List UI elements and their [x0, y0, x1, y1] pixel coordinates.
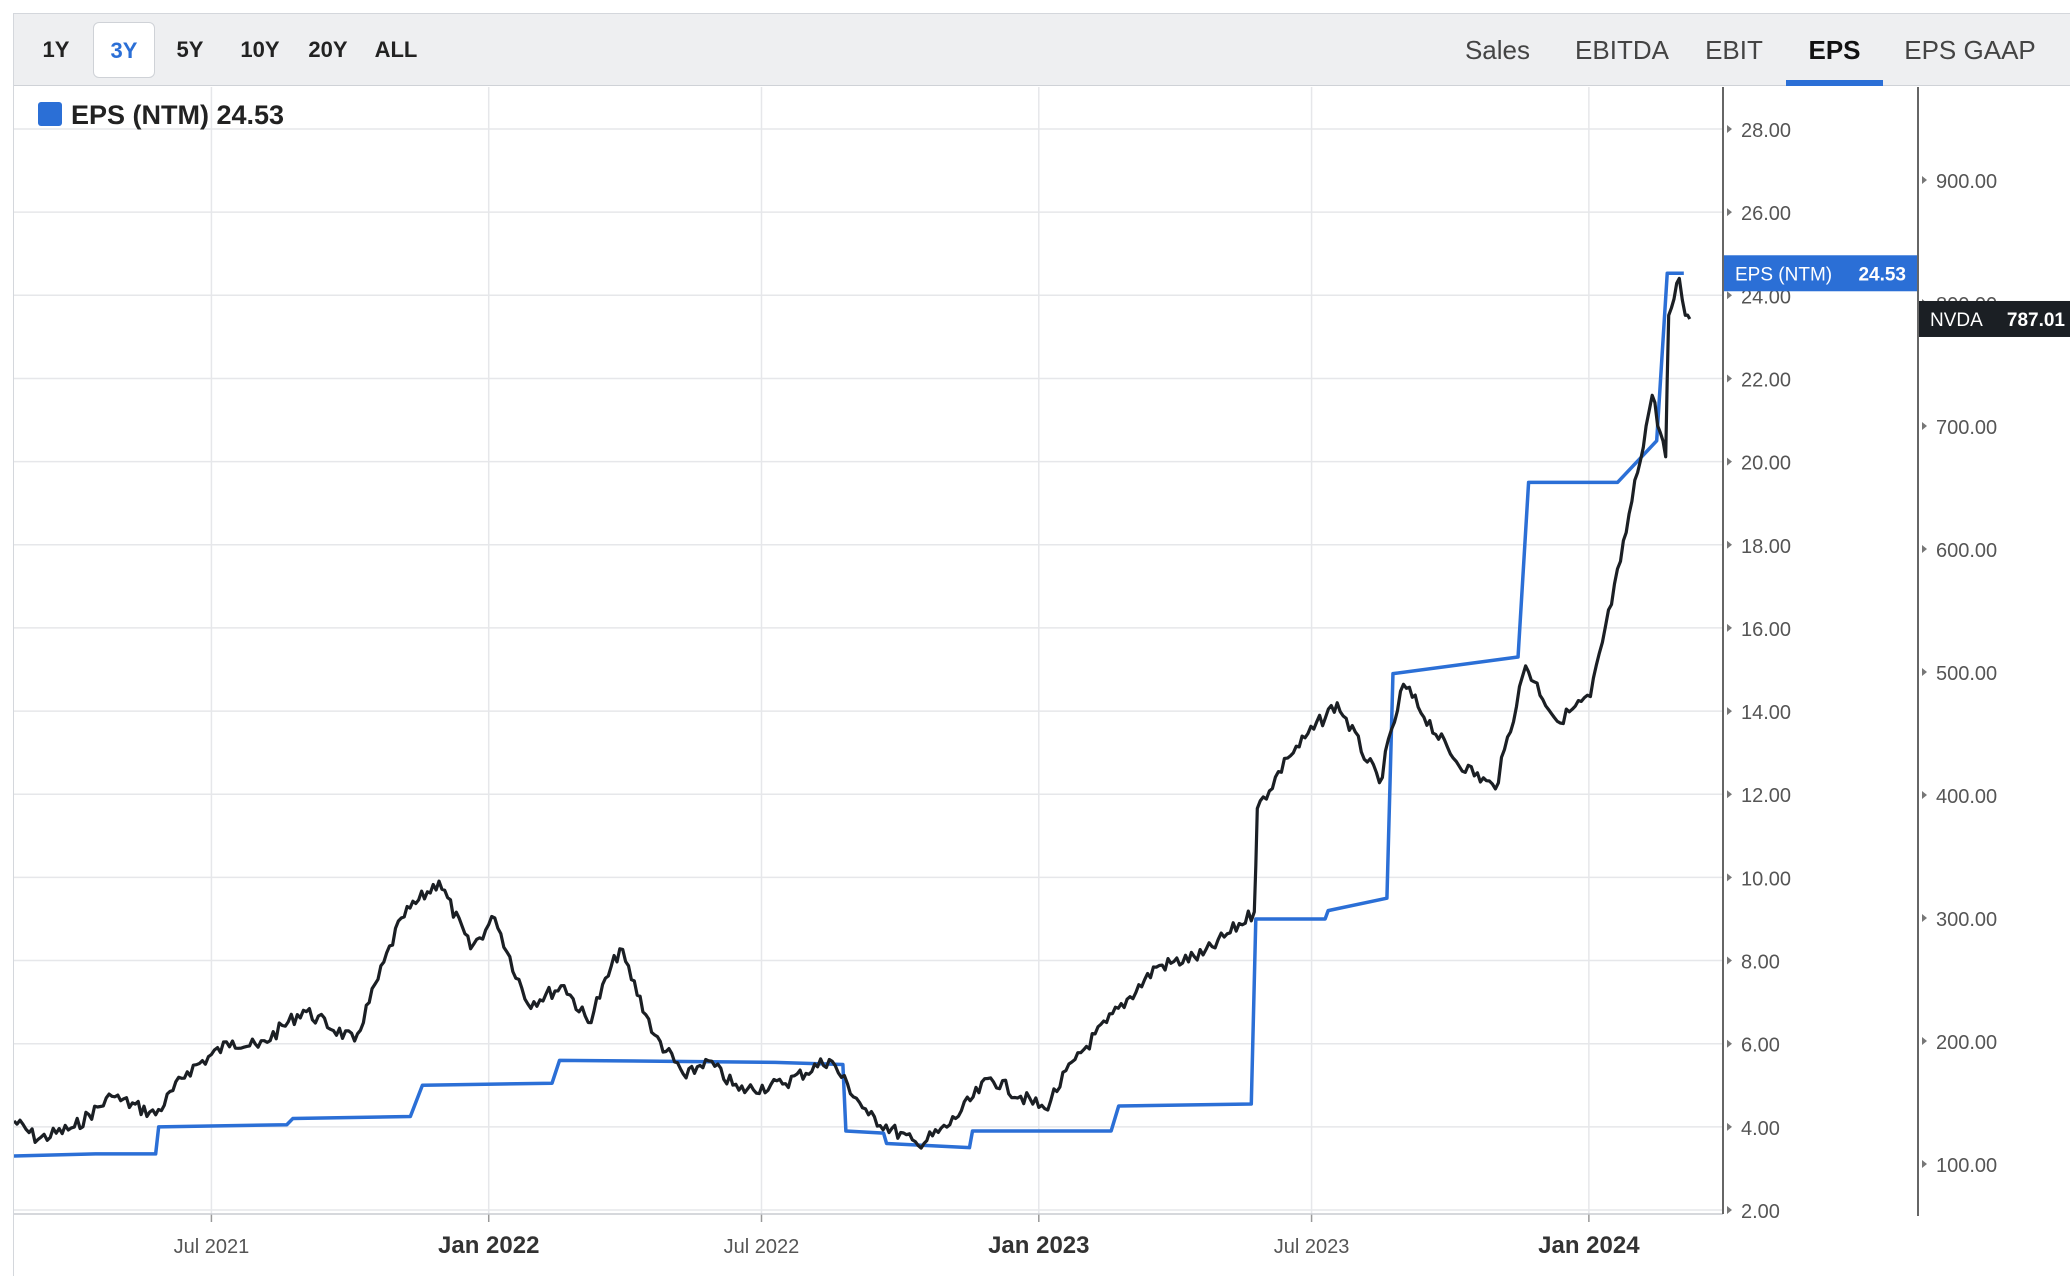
range-button-all[interactable]: ALL [374, 37, 418, 62]
eps-price-chart: 2.00 4.00 6.00 8.00 10.00 12.00 14.00 16.00 18.0… [14, 87, 2070, 1259]
y-left-tick-label: 20.00 [1741, 453, 1791, 475]
y-left-tick-label: 26.00 [1741, 203, 1791, 225]
eps-ntm-line [14, 271, 1684, 1158]
metric-tab-sales[interactable]: Sales [1464, 35, 1531, 65]
y-tick-marker [1727, 707, 1732, 716]
y-right-tick-label: 300.00 [1936, 909, 1997, 931]
y-left-tick-label: 22.00 [1741, 369, 1791, 391]
y-left-tick-label: 16.00 [1741, 619, 1791, 641]
legend-label-eps: EPS (NTM) 24.53 [71, 100, 284, 130]
eps-value-label-value: 24.53 [1858, 264, 1906, 285]
x-tick-label: Jul 2021 [174, 1236, 250, 1258]
metric-tab-ebit[interactable]: EBIT [1705, 35, 1763, 65]
x-tick-label: Jan 2023 [988, 1232, 1089, 1259]
y-right-tick-label: 200.00 [1936, 1032, 1997, 1054]
y-right-tick-label: 600.00 [1936, 540, 1997, 562]
y-right-tick-label: 500.00 [1936, 663, 1997, 685]
y-right-tick-label: 700.00 [1936, 417, 1997, 439]
y-left-tick-label: 14.00 [1741, 702, 1791, 724]
y-tick-marker [1727, 1122, 1732, 1131]
metric-tab-ebitda[interactable]: EBITDA [1575, 35, 1669, 65]
y-tick-marker [1922, 176, 1927, 184]
y-tick-marker [1727, 125, 1732, 133]
y-left-tick-label: 8.00 [1741, 952, 1780, 974]
y-right-tick-label: 100.00 [1936, 1155, 1997, 1177]
y-tick-marker [1727, 457, 1732, 466]
range-button-5y[interactable]: 5Y [176, 37, 204, 62]
y-tick-marker [1727, 540, 1732, 549]
y-right-tick-label: 400.00 [1936, 786, 1997, 808]
y-left-tick-label: 2.00 [1741, 1201, 1780, 1223]
nvda-price-line [14, 276, 1692, 1150]
y-left-tick-label: 12.00 [1741, 785, 1791, 807]
eps-value-label-box [1724, 255, 1917, 292]
y-left-tick-label: 4.00 [1741, 1118, 1780, 1140]
y-tick-marker [1727, 1206, 1732, 1214]
y-tick-marker [1922, 914, 1927, 922]
metric-tab-eps-gaap[interactable]: EPS GAAP [1904, 35, 2036, 65]
x-tick-label: Jul 2022 [724, 1236, 800, 1258]
x-tick-label: Jul 2023 [1274, 1236, 1350, 1258]
y-tick-marker [1727, 1039, 1732, 1048]
y-tick-marker [1922, 422, 1927, 430]
range-button-20y[interactable]: 20Y [308, 37, 348, 62]
x-tick-label: Jan 2024 [1538, 1232, 1640, 1259]
y-left-tick-label: 28.00 [1741, 120, 1791, 142]
plot-area [14, 87, 1723, 1214]
y-left-tick-label: 24.00 [1741, 286, 1791, 308]
nvda-value-label-value: 787.01 [2007, 310, 2066, 331]
nvda-value-label-box [1919, 300, 2070, 337]
y-tick-marker [1727, 208, 1732, 217]
y-right-tick-label: 900.00 [1936, 171, 1997, 193]
y-left-tick-label: 6.00 [1741, 1035, 1780, 1057]
y-tick-marker [1727, 956, 1732, 965]
y-tick-marker [1727, 623, 1732, 632]
range-button-3y[interactable]: 3Y [93, 22, 155, 78]
y-left-tick-label: 18.00 [1741, 536, 1791, 558]
y-left-tick-label: 10.00 [1741, 868, 1791, 890]
y-tick-marker [1727, 873, 1732, 882]
y-tick-marker [1922, 791, 1927, 799]
y-tick-marker [1727, 374, 1732, 383]
metric-tab-eps[interactable]: EPS [1786, 14, 1883, 86]
nvda-value-label-name: NVDA [1930, 310, 1983, 331]
y-tick-marker [1922, 668, 1927, 676]
x-tick-label: Jan 2022 [438, 1232, 539, 1259]
y-tick-marker [1922, 1160, 1927, 1168]
chart-widget: 1Y 3Y 5Y 10Y 20Y ALL Sales EBITDA EBIT EPS EPS GAA… [13, 13, 2070, 1276]
range-button-10y[interactable]: 10Y [240, 37, 280, 62]
range-button-1y[interactable]: 1Y [42, 37, 70, 62]
chart-toolbar: 1Y 3Y 5Y 10Y 20Y ALL Sales EBITDA EBIT EPS EPS GAA… [14, 14, 2070, 86]
eps-value-label-name: EPS (NTM) [1735, 264, 1832, 285]
legend-swatch-eps [38, 102, 62, 126]
y-tick-marker [1922, 545, 1927, 553]
y-tick-marker [1727, 790, 1732, 799]
y-tick-marker [1922, 1037, 1927, 1045]
y-tick-marker [1727, 291, 1732, 300]
